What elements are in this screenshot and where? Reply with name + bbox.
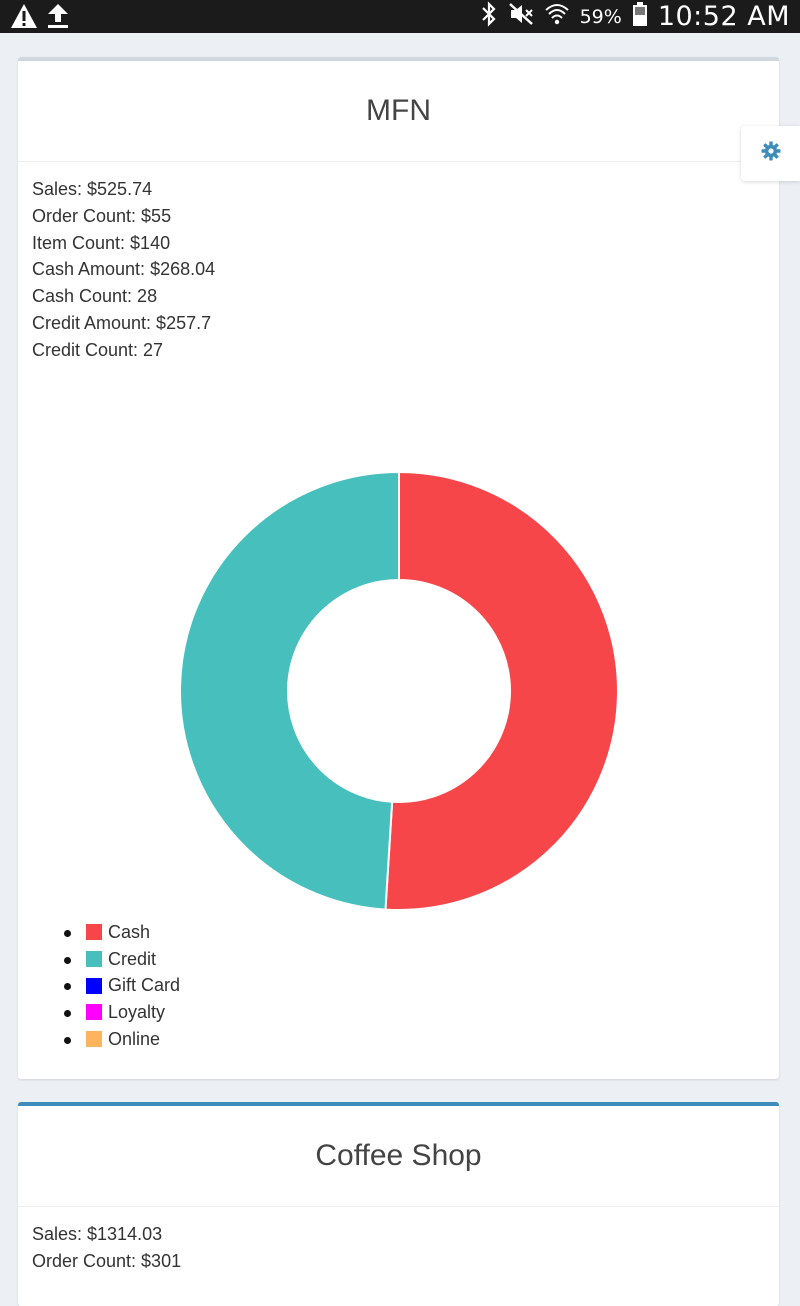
settings-button[interactable] — [741, 126, 800, 181]
wifi-icon — [544, 1, 570, 32]
legend-item-gift-card: Gift Card — [64, 972, 180, 999]
legend-label: Credit — [108, 948, 157, 969]
mute-icon — [508, 2, 534, 31]
card-header: Coffee Shop — [18, 1106, 779, 1207]
stat-order-count: Order Count: $301 — [32, 1250, 182, 1271]
legend-swatch — [86, 1004, 102, 1021]
chart-legend: Cash Credit Gift Card Loyalty Online — [64, 919, 180, 1052]
status-bar: 59% 10:52 AM — [0, 0, 800, 33]
stat-cash-amount: Cash Amount: $268.04 — [32, 259, 216, 280]
legend-swatch — [86, 924, 102, 941]
stats-list: Sales: $1314.03 Order Count: $301 — [18, 1207, 779, 1275]
legend-label: Loyalty — [108, 1001, 166, 1022]
battery-percent: 59% — [579, 5, 622, 28]
donut-slice-cash[interactable] — [384, 470, 620, 911]
bluetooth-icon — [480, 1, 498, 32]
card-header: MFN — [18, 61, 779, 162]
legend-swatch — [86, 977, 102, 994]
store-card-coffee-shop: Coffee Shop Sales: $1314.03 Order Count:… — [18, 1102, 779, 1306]
store-card-mfn: MFN Sales: $525.74 Order Count: $55 Item… — [18, 57, 779, 1079]
stat-credit-count: Credit Count: 27 — [32, 339, 164, 360]
stat-credit-amount: Credit Amount: $257.7 — [32, 312, 212, 333]
stat-sales: Sales: $1314.03 — [32, 1224, 163, 1244]
battery-icon — [632, 1, 648, 32]
donut-svg — [179, 470, 620, 911]
payment-donut-chart — [18, 461, 779, 921]
warning-icon — [10, 3, 38, 34]
legend-item-credit: Credit — [64, 946, 180, 973]
legend-label: Cash — [108, 921, 151, 942]
legend-swatch — [86, 951, 102, 968]
gear-icon — [761, 141, 781, 166]
stat-order-count: Order Count: $55 — [32, 205, 172, 226]
stats-list: Sales: $525.74 Order Count: $55 Item Cou… — [18, 162, 779, 364]
stat-item-count: Item Count: $140 — [32, 232, 171, 253]
legend-item-loyalty: Loyalty — [64, 999, 180, 1026]
legend-label: Gift Card — [108, 975, 181, 996]
legend-item-cash: Cash — [64, 919, 180, 946]
clock: 10:52 AM — [657, 1, 790, 32]
legend-swatch — [86, 1031, 102, 1048]
upload-icon — [46, 3, 70, 34]
stat-cash-count: Cash Count: 28 — [32, 286, 158, 307]
donut-slice-credit[interactable] — [179, 470, 400, 911]
legend-item-online: Online — [64, 1026, 180, 1053]
stat-sales: Sales: $525.74 — [32, 179, 153, 199]
card-title: Coffee Shop — [315, 1139, 482, 1172]
card-title: MFN — [366, 94, 431, 127]
legend-label: Online — [108, 1028, 161, 1049]
